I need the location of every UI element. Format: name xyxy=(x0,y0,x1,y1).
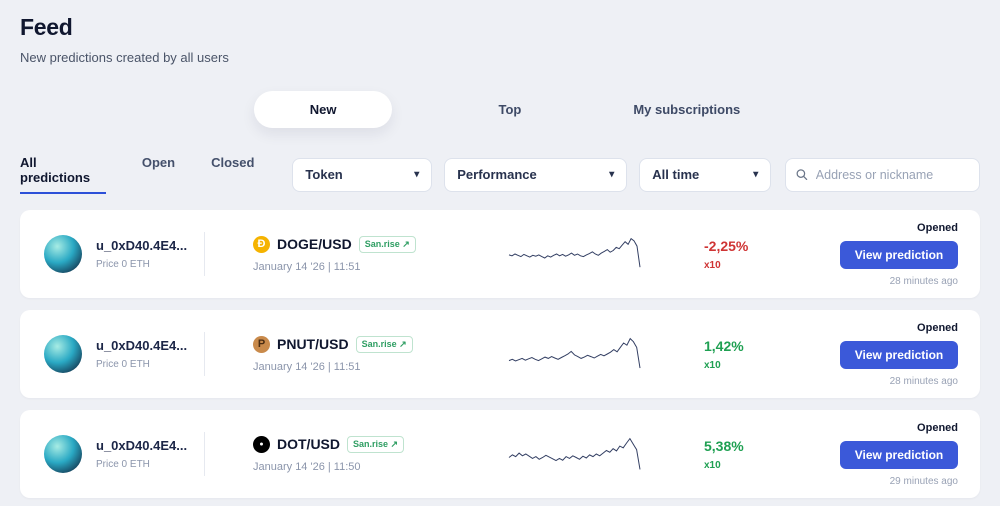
prediction-card: u_0xD40.4E4... Price 0 ETH P PNUT/USD Sa… xyxy=(20,310,980,398)
time-ago: 29 minutes ago xyxy=(889,475,958,487)
status-badge: Opened xyxy=(917,221,958,234)
dot-icon: ● xyxy=(253,435,270,453)
platform-badge[interactable]: San.rise ↗ xyxy=(355,335,413,353)
performance-dropdown[interactable]: Performance ▾ xyxy=(444,157,628,192)
platform-badge[interactable]: San.rise ↗ xyxy=(347,435,405,453)
card-actions: Opened View prediction 28 minutes ago xyxy=(840,322,958,387)
sparkline-chart xyxy=(507,426,642,482)
time-ago: 28 minutes ago xyxy=(889,275,958,287)
change-percent: 1,42% xyxy=(704,337,744,354)
token-block: Ð DOGE/USD San.rise ↗ January 14 '26 | 1… xyxy=(253,235,471,273)
sparkline-chart xyxy=(507,326,642,382)
prediction-card: u_0xD40.4E4... Price 0 ETH ● DOT/USD San… xyxy=(20,410,980,498)
status-badge: Opened xyxy=(917,321,958,334)
tab-open[interactable]: Open xyxy=(141,155,176,170)
user-block: u_0xD40.4E4... Price 0 ETH xyxy=(96,438,198,470)
user-price: Price 0 ETH xyxy=(96,359,150,370)
prediction-date: January 14 '26 | 11:51 xyxy=(253,360,361,373)
leverage-label: x10 xyxy=(704,259,721,271)
change-block: -2,25% x10 xyxy=(704,238,796,271)
page-title: Feed xyxy=(20,14,73,40)
divider xyxy=(204,432,205,476)
token-dropdown[interactable]: Token ▾ xyxy=(292,157,433,192)
change-block: 1,42% x10 xyxy=(704,338,796,371)
platform-badge[interactable]: San.rise ↗ xyxy=(358,235,416,253)
avatar[interactable] xyxy=(44,335,82,373)
chevron-down-icon: ▾ xyxy=(414,169,420,180)
change-percent: -2,25% xyxy=(704,237,749,254)
status-badge: Opened xyxy=(917,421,958,434)
view-prediction-button[interactable]: View prediction xyxy=(840,440,958,469)
prediction-date: January 14 '26 | 11:51 xyxy=(253,260,361,273)
tab-all-predictions[interactable]: All predictions xyxy=(20,155,106,194)
avatar[interactable] xyxy=(44,235,82,273)
search-box xyxy=(785,157,980,192)
sparkline-chart xyxy=(507,226,642,282)
chevron-down-icon: ▾ xyxy=(753,169,759,180)
token-pair: DOT/USD xyxy=(277,436,340,452)
leverage-label: x10 xyxy=(704,459,721,471)
token-block: ● DOT/USD San.rise ↗ January 14 '26 | 11… xyxy=(253,435,471,473)
predictions-list: u_0xD40.4E4... Price 0 ETH Ð DOGE/USD Sa… xyxy=(20,210,980,498)
leverage-label: x10 xyxy=(704,359,721,371)
username[interactable]: u_0xD40.4E4... xyxy=(96,438,188,453)
user-block: u_0xD40.4E4... Price 0 ETH xyxy=(96,238,198,270)
card-actions: Opened View prediction 28 minutes ago xyxy=(840,222,958,287)
filter-row: All predictions Open Closed Token ▾ Perf… xyxy=(20,155,980,194)
tab-top[interactable]: Top xyxy=(498,101,522,117)
token-block: P PNUT/USD San.rise ↗ January 14 '26 | 1… xyxy=(253,335,471,373)
performance-dropdown-label: Performance xyxy=(457,167,537,182)
tab-closed[interactable]: Closed xyxy=(211,155,255,170)
view-prediction-button[interactable]: View prediction xyxy=(840,340,958,369)
tab-my-subscriptions[interactable]: My subscriptions xyxy=(633,101,741,117)
token-pair: DOGE/USD xyxy=(277,236,352,252)
time-ago: 28 minutes ago xyxy=(889,375,958,387)
username[interactable]: u_0xD40.4E4... xyxy=(96,338,188,353)
search-input[interactable] xyxy=(815,167,969,182)
user-price: Price 0 ETH xyxy=(96,459,150,470)
token-dropdown-label: Token xyxy=(305,167,343,182)
time-dropdown[interactable]: All time ▾ xyxy=(639,157,772,192)
chevron-down-icon: ▾ xyxy=(609,169,615,180)
page-subtitle: New predictions created by all users xyxy=(20,50,229,65)
prediction-date: January 14 '26 | 11:50 xyxy=(253,460,361,473)
user-block: u_0xD40.4E4... Price 0 ETH xyxy=(96,338,198,370)
tab-new[interactable]: New xyxy=(253,90,393,128)
pnut-icon: P xyxy=(253,335,270,353)
time-dropdown-label: All time xyxy=(652,167,700,182)
divider xyxy=(204,232,205,276)
doge-icon: Ð xyxy=(253,235,270,253)
change-percent: 5,38% xyxy=(704,437,744,454)
username[interactable]: u_0xD40.4E4... xyxy=(96,238,188,253)
divider xyxy=(204,332,205,376)
view-tabs: New Top My subscriptions xyxy=(20,89,980,129)
prediction-card: u_0xD40.4E4... Price 0 ETH Ð DOGE/USD Sa… xyxy=(20,210,980,298)
avatar[interactable] xyxy=(44,435,82,473)
token-pair: PNUT/USD xyxy=(277,336,349,352)
status-tabs: All predictions Open Closed xyxy=(20,155,254,194)
card-actions: Opened View prediction 29 minutes ago xyxy=(840,422,958,487)
user-price: Price 0 ETH xyxy=(96,259,150,270)
view-prediction-button[interactable]: View prediction xyxy=(840,240,958,269)
search-icon xyxy=(796,169,808,180)
change-block: 5,38% x10 xyxy=(704,438,796,471)
